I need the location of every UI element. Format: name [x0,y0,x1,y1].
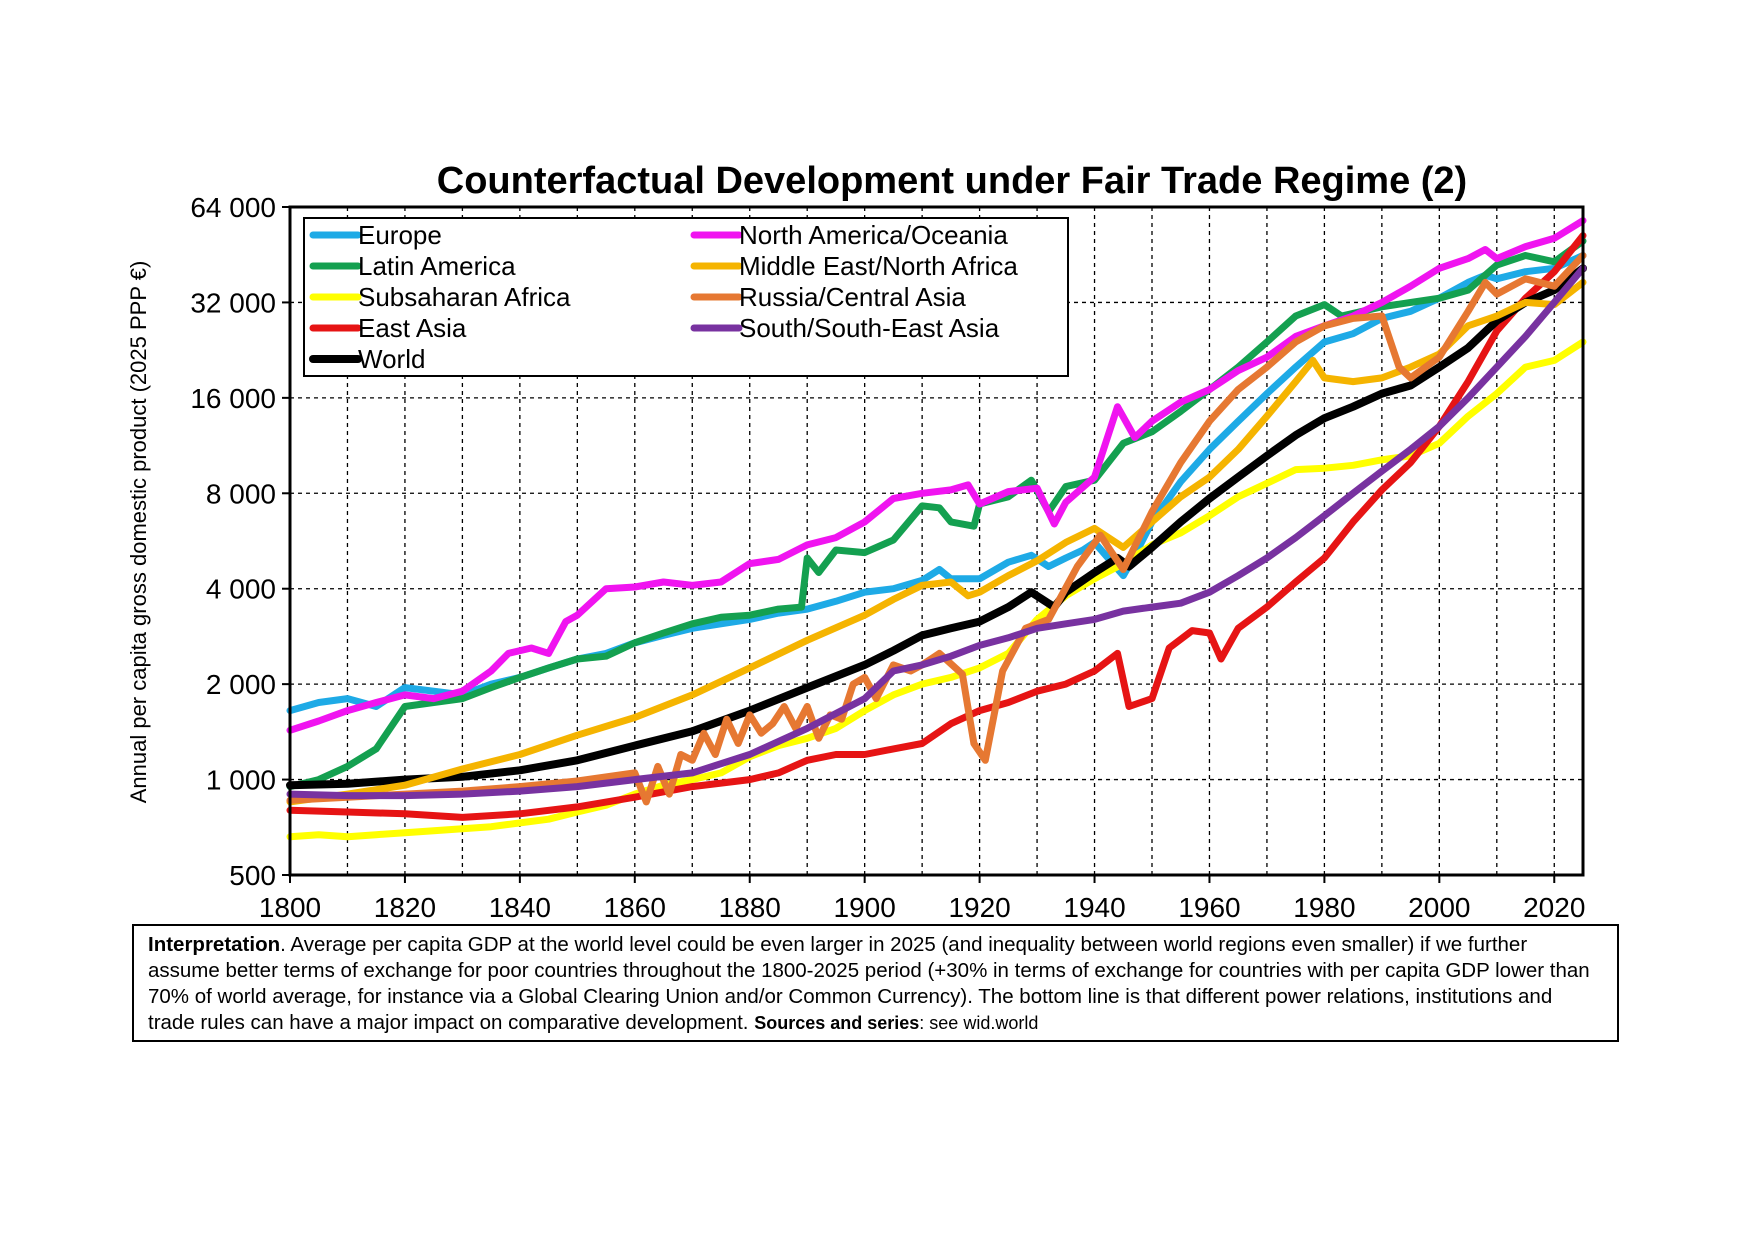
legend-label-east-asia: East Asia [358,313,467,343]
x-tick-label: 1800 [259,892,321,923]
x-tick-label: 1840 [489,892,551,923]
x-tick-label: 1860 [604,892,666,923]
legend-label-europe: Europe [358,220,442,250]
x-tick-label: 1820 [374,892,436,923]
x-tick-label: 1940 [1063,892,1125,923]
y-tick-label: 64 000 [190,192,276,223]
legend-label-latin-america: Latin America [358,251,516,281]
y-tick-label: 1 000 [206,765,276,796]
x-tick-label: 2020 [1523,892,1585,923]
sources-text: : see wid.world [919,1013,1039,1033]
legend-label-south-south-east-asia: South/South-East Asia [739,313,1000,343]
y-axis-label: Annual per capita gross domestic product… [126,261,151,804]
x-axis-ticks: 1800 1820 1840 1860 1880 1900 1920 1940 1960 1980… [259,875,1585,923]
series-lines [286,217,1587,841]
series-line-world [286,264,1587,790]
sources-label: Sources and series [754,1013,920,1033]
y-tick-label: 2 000 [206,669,276,700]
chart-title: Counterfactual Development under Fair Tr… [437,160,1467,202]
y-tick-label: 8 000 [206,478,276,509]
plot-frame [288,205,1585,877]
y-tick-label: 500 [229,860,276,891]
legend-label-middle-east-north-africa: Middle East/North Africa [739,251,1018,281]
x-tick-label: 1980 [1293,892,1355,923]
legend-label-north-america-oceania: North America/Oceania [739,220,1008,250]
legend-box [303,217,1069,377]
x-tick-label: 1900 [834,892,896,923]
series-line-latin-america [286,237,1587,791]
interpretation-text: . Average per capita GDP at the world le… [148,933,1590,1034]
series-line-subsaharan-africa [286,338,1587,841]
series-line-south-south-east-asia [286,264,1587,800]
legend-label-russia-central-asia: Russia/Central Asia [739,282,966,312]
interpretation-label: Interpretation [148,933,281,956]
x-tick-label: 1880 [719,892,781,923]
y-axis-ticks: 500 1 000 2 000 4 000 8 000 16 000 32 000 64 00… [190,192,290,891]
y-tick-label: 16 000 [190,383,276,414]
x-tick-label: 1920 [948,892,1010,923]
legend-label-subsaharan-africa: Subsaharan Africa [358,282,571,312]
x-tick-label: 1960 [1178,892,1240,923]
y-tick-label: 32 000 [190,287,276,318]
x-tick-label: 2000 [1408,892,1470,923]
legend-label-world: World [358,344,425,374]
y-tick-label: 4 000 [206,574,276,605]
interpretation-box: Interpretation. Average per capita GDP a… [132,924,1619,1042]
series-line-north-america-oceania [286,217,1587,734]
